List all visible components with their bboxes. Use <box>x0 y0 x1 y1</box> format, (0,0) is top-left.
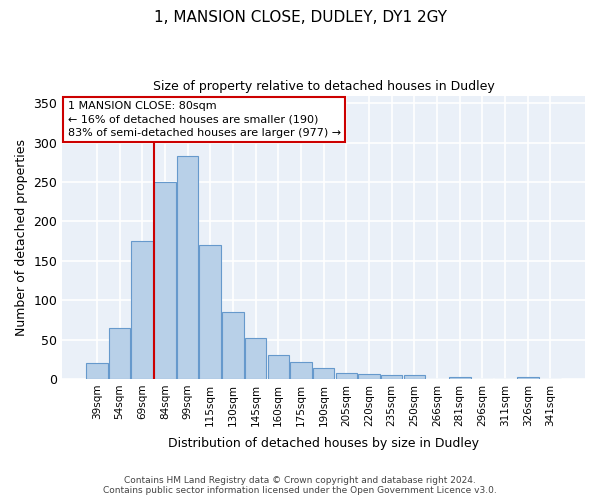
Bar <box>245 338 266 379</box>
Bar <box>177 156 199 379</box>
Bar <box>381 375 403 379</box>
Bar <box>131 241 153 379</box>
Bar <box>404 375 425 379</box>
Bar <box>358 374 380 379</box>
Bar <box>449 376 470 379</box>
Bar <box>517 376 539 379</box>
Bar <box>109 328 130 379</box>
Text: 1, MANSION CLOSE, DUDLEY, DY1 2GY: 1, MANSION CLOSE, DUDLEY, DY1 2GY <box>154 10 446 25</box>
Bar <box>268 356 289 379</box>
Text: Contains HM Land Registry data © Crown copyright and database right 2024.
Contai: Contains HM Land Registry data © Crown c… <box>103 476 497 495</box>
Bar <box>290 362 312 379</box>
Y-axis label: Number of detached properties: Number of detached properties <box>15 138 28 336</box>
Bar <box>313 368 334 379</box>
Bar <box>222 312 244 379</box>
Bar <box>154 182 176 379</box>
Bar <box>86 363 107 379</box>
Text: 1 MANSION CLOSE: 80sqm
← 16% of detached houses are smaller (190)
83% of semi-de: 1 MANSION CLOSE: 80sqm ← 16% of detached… <box>68 101 341 138</box>
Bar <box>199 245 221 379</box>
Bar <box>335 372 357 379</box>
X-axis label: Distribution of detached houses by size in Dudley: Distribution of detached houses by size … <box>168 437 479 450</box>
Title: Size of property relative to detached houses in Dudley: Size of property relative to detached ho… <box>153 80 494 93</box>
